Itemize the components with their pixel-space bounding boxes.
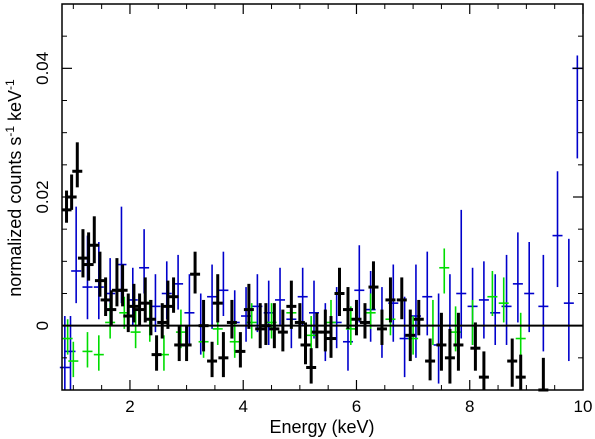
data-point [325, 316, 336, 358]
data-point [151, 335, 162, 371]
data-point [498, 277, 509, 323]
data-point [552, 171, 563, 288]
data-series-2 [62, 248, 526, 378]
data-point [470, 322, 481, 371]
data-point [218, 332, 229, 378]
data-point [93, 335, 104, 371]
data-point [207, 341, 218, 378]
data-point [162, 280, 173, 329]
data-point [306, 348, 317, 384]
data-point [306, 316, 317, 352]
data-point [168, 277, 179, 313]
data-point [235, 332, 246, 368]
data-point [359, 303, 370, 339]
data-point [478, 351, 489, 390]
data-point [83, 232, 94, 281]
data-point [207, 264, 218, 329]
data-point [405, 309, 416, 362]
data-point [77, 229, 88, 278]
data-point [89, 216, 100, 264]
data-point [524, 242, 535, 333]
data-point [145, 299, 156, 336]
data-point [456, 209, 467, 339]
data-point [515, 312, 526, 358]
data-point [334, 267, 345, 317]
data-point [436, 312, 447, 371]
data-point [538, 254, 549, 352]
x-tick-label: 2 [125, 397, 134, 416]
axis-ticks-layer: 2 4 6 8 10 0 0.02 0.04 [33, 3, 593, 416]
data-point [294, 303, 305, 339]
data-point [399, 296, 410, 378]
y-axis-label: normalized counts s-1 keV-1 [3, 79, 25, 297]
data-point [354, 245, 365, 323]
data-point [487, 270, 498, 317]
data-point [368, 261, 379, 310]
data-point [563, 238, 574, 362]
data-point [190, 251, 201, 294]
data-point [181, 325, 192, 362]
data-point [82, 332, 93, 368]
data-point [128, 283, 139, 323]
x-tick-label: 6 [352, 397, 361, 416]
data-point [413, 299, 424, 336]
data-point [311, 312, 322, 349]
data-point [342, 287, 353, 329]
data-point [453, 312, 464, 371]
y-axis-label-exponent-1: -1 [3, 126, 17, 137]
data-point [376, 309, 387, 345]
data-point [130, 309, 141, 349]
data-point [218, 251, 229, 317]
data-point [300, 322, 311, 365]
data-point [140, 277, 151, 323]
y-axis-label-exponent-2: -1 [3, 79, 17, 90]
data-point [515, 354, 526, 390]
data-point [277, 309, 288, 352]
y-tick-label: 0.02 [33, 180, 52, 213]
y-axis-label-unit: keV [5, 90, 25, 126]
data-point [184, 274, 195, 345]
data-point [229, 322, 240, 358]
data-point [425, 338, 436, 381]
data-point [507, 338, 518, 387]
data-point [512, 232, 523, 323]
data-point [286, 280, 297, 329]
data-point [106, 290, 117, 326]
data-point [365, 293, 376, 329]
data-point [385, 277, 396, 323]
data-point [68, 341, 79, 378]
data-point [444, 328, 455, 384]
data-point [439, 248, 450, 294]
data-point [212, 274, 223, 323]
data-point [320, 309, 331, 352]
y-tick-label: 0.04 [33, 52, 52, 85]
data-point [134, 293, 145, 326]
data-series-0 [61, 142, 549, 392]
data-point [243, 283, 254, 329]
data-point [100, 277, 111, 317]
data-point [226, 299, 237, 339]
data-point [275, 267, 286, 326]
x-tick-label: 4 [238, 397, 247, 416]
y-tick-label: 0 [33, 321, 52, 330]
data-point [71, 206, 82, 304]
data-point [117, 264, 128, 307]
x-tick-label: 10 [574, 397, 593, 416]
data-point [175, 309, 186, 349]
x-axis-label: Energy (keV) [269, 417, 374, 437]
data-point [94, 251, 105, 297]
data-series-layer [59, 55, 583, 392]
data-point [351, 299, 362, 336]
data-point [396, 277, 407, 320]
data-point [72, 142, 83, 188]
data-point [297, 267, 308, 326]
y-axis-label-main: normalized counts s [5, 137, 25, 297]
data-point [61, 190, 72, 223]
data-point [157, 303, 168, 339]
data-point [422, 251, 433, 336]
x-tick-label: 8 [465, 397, 474, 416]
